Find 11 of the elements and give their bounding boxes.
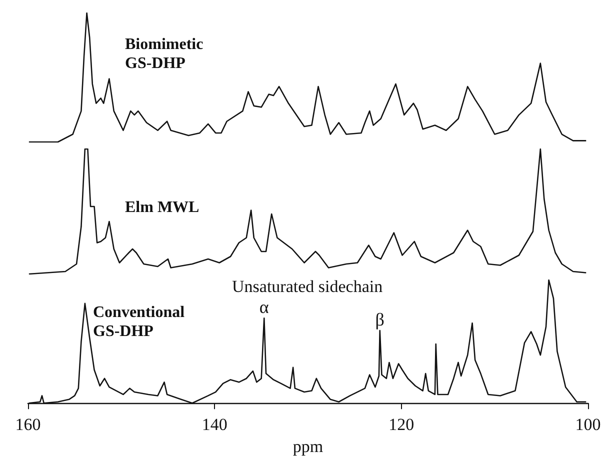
x-tick-label: 100 <box>575 415 601 434</box>
text: Elm MWL <box>125 199 200 216</box>
annotation: β <box>375 309 384 330</box>
x-tick-label: 120 <box>388 415 414 434</box>
annotation: α <box>259 297 270 318</box>
x-tick-label: 140 <box>202 415 228 434</box>
text: Conventional GS-DHP <box>93 304 189 340</box>
x-tick-label: 160 <box>15 415 41 434</box>
x-axis-title: ppm <box>292 437 324 456</box>
text: Biomimetic GS-DHP <box>125 36 208 72</box>
annotation: Unsaturated sidechain <box>232 277 384 296</box>
